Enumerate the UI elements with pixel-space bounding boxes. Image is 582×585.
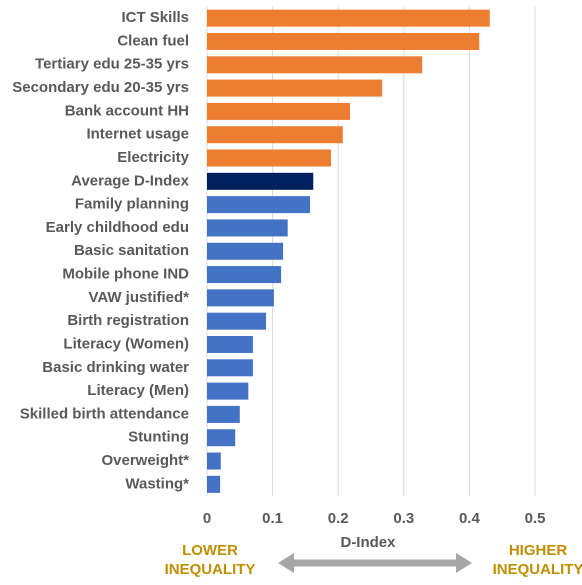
y-tick-label: Electricity xyxy=(117,149,189,166)
y-tick-label: Secondary edu 20-35 yrs xyxy=(12,79,189,96)
y-tick-label: Overweight* xyxy=(101,452,189,469)
arrow xyxy=(278,553,472,573)
bar xyxy=(207,126,343,144)
y-tick-label: Basic drinking water xyxy=(42,359,189,376)
annotation: HIGHER INEQUALITY xyxy=(492,542,582,578)
y-tick-label: Stunting xyxy=(128,429,189,446)
y-tick-label: Wasting* xyxy=(125,475,189,492)
y-tick-label: Literacy (Men) xyxy=(87,382,189,399)
bar xyxy=(207,56,423,74)
y-tick-label: Basic sanitation xyxy=(74,242,189,259)
y-tick-label: Skilled birth attendance xyxy=(20,405,189,422)
bar xyxy=(207,452,221,470)
y-tick-label: Bank account HH xyxy=(65,102,189,119)
y-tick-label: Family planning xyxy=(75,196,189,213)
x-tick-label: 0.5 xyxy=(525,510,546,527)
bar xyxy=(207,102,351,120)
x-tick-label: 0.1 xyxy=(262,510,283,527)
y-tick-label: VAW justified* xyxy=(88,289,189,306)
bar xyxy=(207,405,240,423)
annotation: LOWER INEQUALITY xyxy=(164,542,256,578)
bar xyxy=(207,475,221,493)
x-tick-label: 0.2 xyxy=(328,510,349,527)
x-tick-label: 0.4 xyxy=(459,510,481,527)
bar xyxy=(207,335,253,353)
bar xyxy=(207,196,310,214)
bar xyxy=(207,242,284,260)
bar xyxy=(207,289,274,307)
y-tick-label: Internet usage xyxy=(86,126,189,143)
bar xyxy=(207,359,253,377)
bar xyxy=(207,149,331,167)
x-tick-label: 0 xyxy=(203,510,211,527)
bar xyxy=(207,172,314,190)
bar xyxy=(207,382,249,400)
y-tick-label: Clean fuel xyxy=(117,32,189,49)
y-tick-label: Literacy (Women) xyxy=(63,335,189,352)
bar xyxy=(207,312,267,330)
y-tick-label: Early childhood edu xyxy=(46,219,189,236)
bar xyxy=(207,32,480,50)
bar xyxy=(207,266,282,284)
y-tick-label: Tertiary edu 25-35 yrs xyxy=(35,56,189,73)
y-tick-label: Mobile phone IND xyxy=(62,266,189,283)
x-axis-label: D-Index xyxy=(340,534,396,551)
bar xyxy=(207,429,236,447)
bar xyxy=(207,9,490,27)
x-tick-label: 0.3 xyxy=(393,510,414,527)
y-tick-label: Birth registration xyxy=(67,312,189,329)
bar xyxy=(207,219,288,237)
y-tick-label: ICT Skills xyxy=(121,9,189,26)
y-tick-label: Average D-Index xyxy=(71,172,189,189)
bar xyxy=(207,79,383,97)
